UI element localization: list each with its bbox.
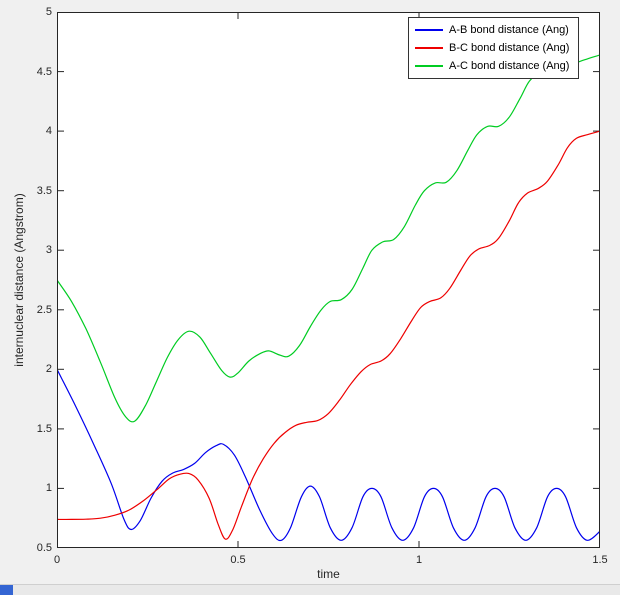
plot-area (57, 12, 600, 548)
y-tick-label: 1 (45, 482, 52, 495)
legend-entry-ac[interactable]: A-C bond distance (Ang) (415, 59, 569, 73)
legend-line-sample-green-icon (415, 65, 443, 67)
y-tick-label: 4 (45, 125, 52, 138)
x-axis-label: time (317, 567, 340, 581)
x-tick-label: 1.5 (592, 554, 608, 566)
legend[interactable]: A-B bond distance (Ang) B-C bond distanc… (408, 17, 580, 79)
y-axis-label: internuclear distance (Angstrom) (12, 193, 26, 367)
legend-entry-bc[interactable]: B-C bond distance (Ang) (415, 41, 569, 55)
legend-line-sample-blue-icon (415, 29, 443, 31)
legend-label-ac: A-C bond distance (Ang) (449, 60, 570, 72)
legend-label-ab: A-B bond distance (Ang) (449, 24, 569, 36)
x-tick-label: 0 (53, 554, 61, 566)
y-tick-label: 5 (45, 6, 52, 18)
y-tick-label: 4.5 (36, 65, 52, 78)
legend-entry-ab[interactable]: A-B bond distance (Ang) (415, 23, 569, 37)
y-tick-label: 1.5 (36, 422, 52, 435)
x-tick-label: 0.5 (230, 554, 246, 566)
x-tick-label: 1 (415, 554, 423, 566)
chart-canvas (57, 12, 600, 548)
y-tick-label: 3 (45, 244, 52, 257)
legend-label-bc: B-C bond distance (Ang) (449, 42, 570, 54)
legend-line-sample-red-icon (415, 47, 443, 49)
y-tick-label: 3.5 (36, 184, 52, 197)
background-window-fragment (0, 585, 13, 595)
background-window-strip (0, 584, 620, 595)
y-tick-label: 0.5 (36, 542, 52, 554)
y-tick-label: 2 (45, 363, 52, 376)
y-tick-label: 2.5 (36, 303, 52, 316)
